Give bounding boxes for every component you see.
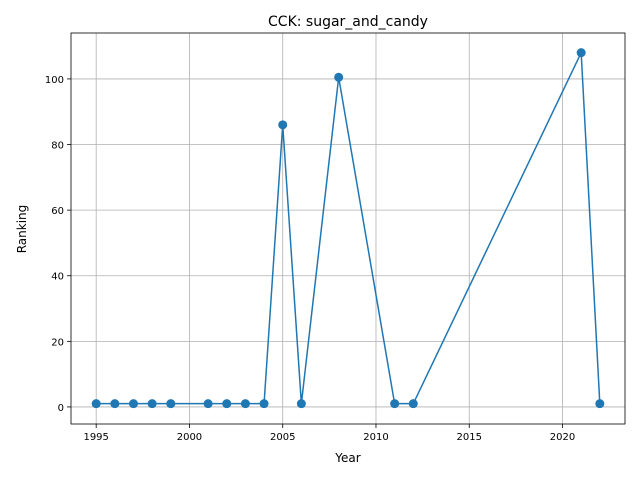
- data-point: [408, 399, 418, 409]
- data-point: [296, 399, 306, 409]
- chart-title: CCK: sugar_and_candy: [268, 14, 428, 30]
- data-point: [128, 399, 138, 409]
- data-point: [259, 399, 269, 409]
- data-point: [91, 399, 101, 409]
- data-point: [278, 120, 288, 130]
- data-point: [595, 399, 605, 409]
- y-tick-label: 20: [51, 337, 64, 348]
- data-point: [334, 72, 344, 82]
- x-tick-label: 2000: [177, 432, 202, 443]
- data-point: [576, 48, 586, 58]
- data-point: [240, 399, 250, 409]
- x-tick-label: 2005: [270, 432, 295, 443]
- data-point: [203, 399, 213, 409]
- y-tick-label: 0: [58, 403, 64, 414]
- data-line: [96, 52, 601, 405]
- plot-frame: [70, 32, 626, 425]
- x-tick-label: 2010: [363, 432, 388, 443]
- x-tick-label: 2020: [550, 432, 575, 443]
- data-point: [166, 399, 176, 409]
- y-tick-label: 80: [51, 141, 64, 152]
- data-point: [390, 399, 400, 409]
- data-point: [110, 399, 120, 409]
- y-tick-label: 100: [45, 75, 64, 86]
- data-point: [222, 399, 232, 409]
- y-tick-label: 40: [51, 272, 64, 283]
- y-tick-label: 60: [51, 206, 64, 217]
- y-axis-label: Ranking: [15, 205, 29, 254]
- x-axis-label: Year: [334, 451, 360, 465]
- x-tick-label: 1995: [83, 432, 108, 443]
- x-tick-label: 2015: [457, 432, 482, 443]
- data-point: [147, 399, 157, 409]
